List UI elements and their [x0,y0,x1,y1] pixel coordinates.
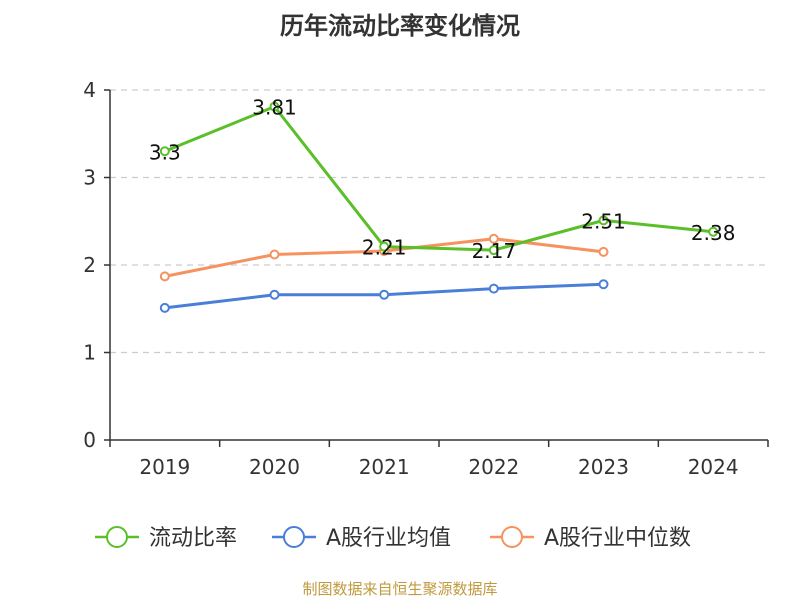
data-label: 2.51 [581,209,626,233]
series-line-0 [164,105,714,252]
data-point [488,233,499,244]
legend-marker [501,526,523,548]
data-point [269,289,280,300]
y-tick-label: 4 [83,78,96,102]
data-label: 3.81 [252,96,297,120]
data-point [269,101,280,112]
data-point [708,226,719,237]
x-tick-label: 2024 [688,455,739,479]
source-note: 制图数据来自恒生聚源数据库 [302,580,498,598]
data-label: 2.17 [472,239,517,263]
x-tick-label: 2020 [249,455,300,479]
data-point [379,241,390,252]
y-tick-label: 1 [83,341,96,365]
data-point [269,249,280,260]
data-label: 2.21 [362,236,407,260]
y-tick-label: 3 [83,166,96,190]
x-tick-label: 2023 [578,455,629,479]
data-point [598,246,609,257]
x-tick-label: 2022 [468,455,519,479]
legend-label: A股行业均值 [326,526,451,551]
data-point [159,271,170,282]
data-point [159,146,170,157]
x-tick-label: 2021 [359,455,410,479]
data-point [598,279,609,290]
data-point [488,283,499,294]
chart-title: 历年流动比率变化情况 [280,12,520,40]
data-point [379,289,390,300]
data-label: 3.3 [149,140,181,164]
data-point [598,215,609,226]
legend-marker [283,526,305,548]
legend-marker [106,526,128,548]
y-tick-label: 2 [83,253,96,277]
data-point [159,302,170,313]
x-tick-label: 2019 [139,455,190,479]
y-tick-label: 0 [83,428,96,452]
data-label: 2.38 [691,221,736,245]
legend-label: 流动比率 [149,526,237,551]
data-point [488,245,499,256]
legend-label: A股行业中位数 [544,526,691,551]
